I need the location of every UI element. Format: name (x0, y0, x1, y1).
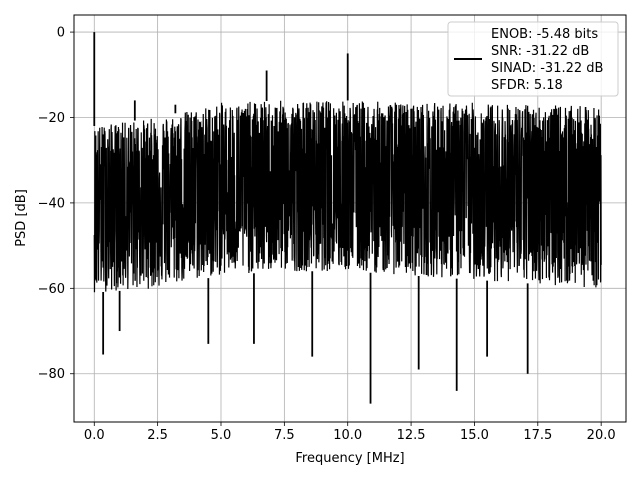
psd-noise-trace (93, 100, 602, 293)
legend-entry-sinad: SINAD: -31.22 dB (491, 61, 603, 76)
y-axis-ticks: 0 −20 −40 −60 −80 (38, 26, 74, 382)
plot-area (93, 32, 602, 404)
x-tick-label: 17.5 (523, 428, 552, 443)
x-axis-ticks: 0.0 2.5 5.0 7.5 10.0 12.5 15.0 17.5 20.0 (84, 422, 616, 443)
x-tick-label: 10.0 (333, 428, 362, 443)
x-tick-label: 12.5 (397, 428, 426, 443)
y-tick-label: 0 (57, 26, 65, 41)
x-tick-label: 20.0 (587, 428, 616, 443)
y-tick-label: −40 (38, 196, 65, 211)
y-tick-label: −60 (38, 282, 65, 297)
legend-entry-sfdr: SFDR: 5.18 (491, 78, 563, 93)
legend-box (447, 21, 619, 97)
legend-entry-snr: SNR: -31.22 dB (491, 44, 589, 59)
x-axis-label: Frequency [MHz] (295, 451, 404, 466)
y-tick-label: −80 (38, 367, 65, 382)
y-tick-label: −20 (38, 111, 65, 126)
psd-trace (93, 32, 602, 404)
x-tick-label: 2.5 (147, 428, 168, 443)
axes-frame (73, 14, 627, 423)
x-tick-label: 5.0 (211, 428, 232, 443)
y-axis-label: PSD [dB] (14, 189, 29, 247)
x-tick-label: 15.0 (460, 428, 489, 443)
x-tick-label: 7.5 (274, 428, 295, 443)
legend-entry-enob: ENOB: -5.48 bits (491, 27, 598, 42)
x-tick-label: 0.0 (84, 428, 105, 443)
legend: ENOB: -5.48 bits SNR: -31.22 dB SINAD: -… (447, 21, 619, 97)
